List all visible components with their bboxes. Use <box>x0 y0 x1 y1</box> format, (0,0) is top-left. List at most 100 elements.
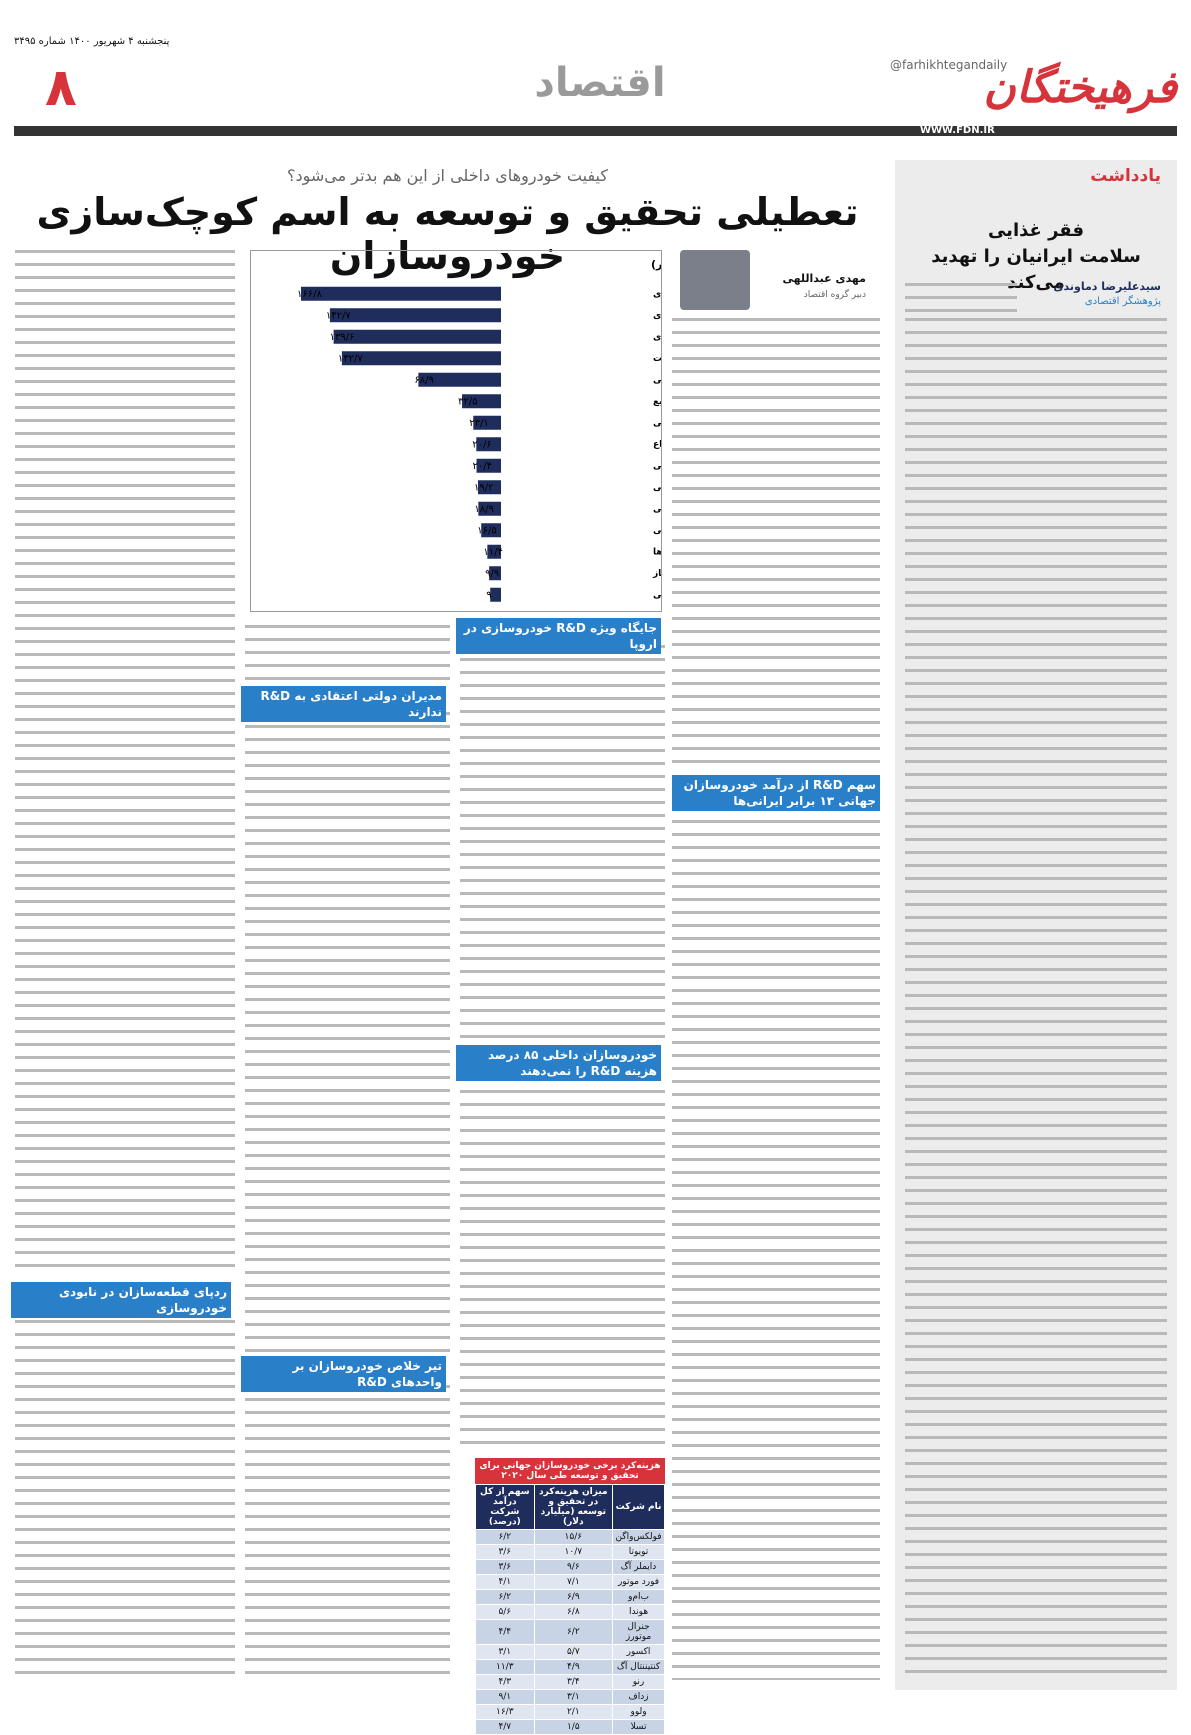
table-cell: کنتیننتال آگ <box>612 1659 665 1675</box>
subhead: تیر خلاص خودروسازان بر واحدهای R&D <box>241 1356 446 1392</box>
category-label: کالاهای تفریحی و ورزشی <box>653 526 662 536</box>
note-author-role: پژوهشگر اقتصادی <box>1084 296 1161 307</box>
note-author: سیدعلیرضا دماوندی <box>1053 280 1161 293</box>
value-label: ۹ <box>486 590 491 601</box>
value-label: ۲۰/۴ <box>473 461 492 472</box>
table-cell: ۴/۱ <box>475 1574 535 1590</box>
chart-title: رقم هزینه‌کرد تحقیق و توسعه ۲۵۰۰ شرکت ار… <box>651 258 662 271</box>
category-label: صنایع عمومی <box>653 461 662 471</box>
bar <box>476 437 501 452</box>
table-cell: ۱/۵ <box>533 1719 614 1735</box>
body-text <box>672 820 880 1680</box>
note-label: یادداشت <box>1090 166 1161 186</box>
value-label: ۱۸/۹ <box>474 504 493 515</box>
table-row: ولوو ۲/۱ ۱۶/۳ <box>475 1704 665 1720</box>
table: نام شرکت میزان هزینه‌کرد در تحقیق و توسعه… <box>475 1484 665 1735</box>
value-label: ۱۶۶/۸ <box>297 289 322 300</box>
body-text <box>460 645 665 1040</box>
subhead: جایگاه ویژه R&D خودروسازی در اروپا <box>456 618 661 654</box>
value-label: ۳۲/۵ <box>458 396 477 407</box>
handle: @farhikhtegandaily <box>890 58 1008 72</box>
table-row: هوندا ۶/۸ ۵/۶ <box>475 1604 665 1620</box>
table-cell: ۵/۷ <box>533 1644 614 1660</box>
table-row: رنو ۳/۴ ۴/۳ <box>475 1674 665 1690</box>
column-header: نام شرکت <box>612 1484 665 1530</box>
bar <box>490 587 501 602</box>
author: مهدی عبداللهی <box>782 272 866 285</box>
bar <box>481 523 501 538</box>
body-text <box>460 1090 665 1450</box>
value-label: ۱۹/۲ <box>474 482 493 493</box>
table-cell: رنو <box>612 1674 665 1690</box>
table-cell: ۱۱/۳ <box>475 1659 535 1675</box>
note-text <box>905 318 1167 1678</box>
table-cell: جنرال موتورز <box>612 1619 665 1645</box>
bar <box>341 351 501 366</box>
bar <box>418 372 501 387</box>
table-row: کنتیننتال آگ ۴/۹ ۱۱/۳ <box>475 1659 665 1675</box>
category-label: سخت‌افزار و تجهیزات فناوری <box>653 332 662 342</box>
author-role: دبیر گروه اقتصاد <box>803 290 866 300</box>
category-label: هوانوردی و دفاع <box>653 440 662 450</box>
date: پنجشنبه ۴ شهریور ۱۴۰۰ شماره ۳۴۹۵ <box>14 36 170 47</box>
category-label: لوازم خانگی <box>653 588 662 600</box>
table-row: فورد موتور ۷/۱ ۴/۱ <box>475 1574 665 1590</box>
table-cell: ۴/۹ <box>533 1659 614 1675</box>
bar <box>473 415 501 430</box>
bar <box>476 458 501 473</box>
category-label: داروسازی و بیوتکنولوژی <box>653 289 662 299</box>
table-cell: فورد موتور <box>612 1574 665 1590</box>
category-label: بانک‌ها <box>653 547 662 557</box>
table-cell: فولکس‌واگن <box>612 1529 665 1545</box>
value-label: ۲۰/۶ <box>472 439 491 450</box>
table-cell: ۱۶/۳ <box>475 1704 535 1720</box>
table-header-row: نام شرکت میزان هزینه‌کرد در تحقیق و توسعه… <box>475 1484 665 1530</box>
bar <box>462 394 501 409</box>
subhead: ردپای قطعه‌سازان در نابودی خودروسازی <box>11 1282 231 1318</box>
value-label: ۱۳۹/۶ <box>330 332 355 343</box>
bar <box>333 329 501 344</box>
note-title-line: فقر غذایی <box>987 220 1085 241</box>
table-cell: ۲/۱ <box>533 1704 614 1720</box>
table-cell: ۶/۸ <box>533 1604 614 1620</box>
table-cell: ۶/۹ <box>533 1589 614 1605</box>
value-label: ۱۳۲/۷ <box>338 353 363 364</box>
table-box: هزینه‌کرد برخی خودروسازان جهانی برای تحق… <box>475 1458 665 1735</box>
table-cell: ۹/۱ <box>475 1689 535 1705</box>
note-text <box>905 283 1017 313</box>
column-header: سهم از کل درآمد شرکت (درصد) <box>475 1484 535 1530</box>
table-cell: تسلا <box>612 1719 665 1735</box>
table-row: دایملر آگ ۹/۶ ۳/۶ <box>475 1559 665 1575</box>
table-row: تسلا ۱/۵ ۴/۷ <box>475 1719 665 1735</box>
table-cell: اکسور <box>612 1644 665 1660</box>
table-cell: ۶/۲ <box>475 1589 535 1605</box>
table-cell: ۳/۱ <box>533 1689 614 1705</box>
subhead: خودروسازان داخلی ۸۵ درصد هزینه R&D را نم… <box>456 1045 661 1081</box>
table-cell: تویوتا <box>612 1544 665 1560</box>
bar <box>477 480 501 495</box>
table-cell: ۶/۲ <box>533 1619 614 1645</box>
value-label: ۱۶/۵ <box>477 525 496 536</box>
section: اقتصاد <box>534 60 666 106</box>
table-cell: ۴/۳ <box>475 1674 535 1690</box>
category-label: مهندسی صنایع <box>653 397 662 407</box>
table-cell: ب‌ام‌و <box>612 1589 665 1605</box>
table-cell: ۱۰/۷ <box>533 1544 614 1560</box>
category-label: خودروها و قطعات <box>653 354 662 364</box>
table-cell: ولوو <box>612 1704 665 1720</box>
category-label: تجهیزات الکترونیکی و برقی <box>653 375 662 385</box>
table-cell: ۶/۲ <box>475 1529 535 1545</box>
category-label: مواد و مصالح ساختمانی <box>653 483 662 493</box>
category-label: صنایع شیمیایی <box>653 418 662 428</box>
value-label: ۱۴۲/۷ <box>326 310 351 321</box>
page-number: ۸ <box>45 58 77 118</box>
value-label: ۲۳/۱ <box>469 418 488 429</box>
body-text <box>245 625 450 683</box>
subhead: سهم R&D از درآمد خودروسازان جهانی ۱۳ برا… <box>672 775 880 811</box>
table-cell: ۴/۷ <box>475 1719 535 1735</box>
value-label: ۱۱/۴ <box>483 547 502 558</box>
table-row: تویوتا ۱۰/۷ ۳/۶ <box>475 1544 665 1560</box>
bar <box>301 286 501 301</box>
bar <box>478 501 501 516</box>
value-label: ۹/۹ <box>485 568 499 579</box>
